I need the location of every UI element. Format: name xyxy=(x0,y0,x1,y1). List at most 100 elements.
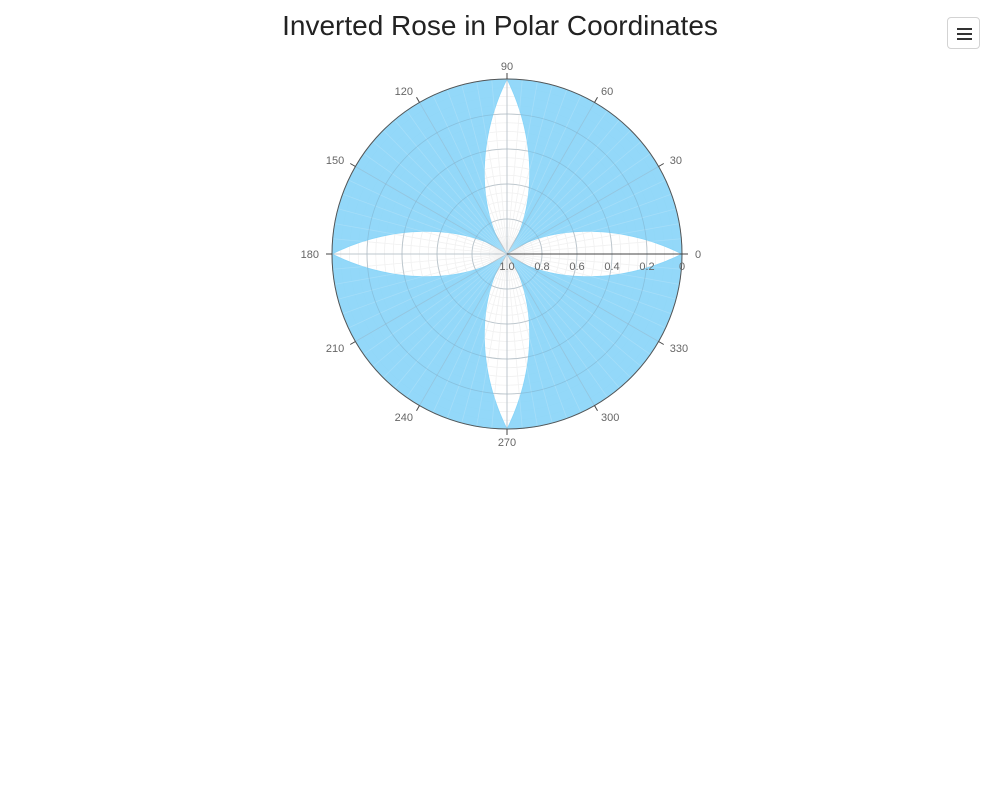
grid-spoke-overlay xyxy=(506,253,632,379)
grid-spoke-overlay xyxy=(506,253,682,270)
radial-tick-label: 0.6 xyxy=(569,261,584,273)
grid-spoke-overlay xyxy=(406,110,508,255)
grid-spoke-major-overlay xyxy=(355,166,508,255)
grid-spoke-overlay xyxy=(506,253,659,342)
grid-spoke-overlay xyxy=(355,166,508,255)
grid-spoke-overlay xyxy=(446,89,508,255)
grid-spoke-overlay xyxy=(506,253,666,329)
angular-tick-mark xyxy=(594,405,598,412)
grid-spoke-overlay xyxy=(337,253,508,300)
grid-spoke-overlay xyxy=(382,253,508,379)
grid-spoke-overlay xyxy=(332,238,508,255)
grid-spoke-overlay xyxy=(476,253,508,427)
grid-spoke-overlay xyxy=(382,129,508,255)
angular-tick-mark xyxy=(416,96,420,103)
grid-spoke-major-overlay xyxy=(419,102,508,255)
angular-tick-label: 0 xyxy=(695,249,701,261)
grid-spoke-overlay xyxy=(342,193,508,255)
grid-spoke-overlay xyxy=(394,253,508,389)
label-layer: 0 30 60 90 120 150 180 210 240 270 300 330 0 0.2 0.4 0.… xyxy=(301,61,701,449)
grid-spoke-overlay xyxy=(506,95,582,255)
grid-spoke-overlay xyxy=(506,253,538,427)
axis-layer xyxy=(326,73,688,435)
grid-spoke-overlay xyxy=(506,253,651,355)
grid-spoke-overlay xyxy=(506,253,642,367)
grid-spoke-overlay xyxy=(506,253,595,406)
chart-menu-button[interactable] xyxy=(947,17,980,49)
angular-tick-label: 30 xyxy=(670,155,682,167)
radial-tick-label: 0.4 xyxy=(604,261,619,273)
radial-tick-label: 0.2 xyxy=(639,261,654,273)
grid-spoke-overlay xyxy=(491,79,508,255)
grid-spoke-overlay xyxy=(363,253,508,355)
grid-spoke-overlay xyxy=(506,253,677,300)
grid-spoke-overlay xyxy=(506,253,553,424)
grid-spoke-overlay xyxy=(476,81,508,255)
grid-spoke-major-overlay xyxy=(506,253,659,342)
grid-spoke-overlay xyxy=(506,193,672,255)
grid-spoke-overlay xyxy=(506,129,632,255)
grid-spoke-overlay xyxy=(419,253,508,406)
grid-spoke-overlay xyxy=(506,81,538,255)
grid-spoke-overlay xyxy=(506,166,659,255)
angular-tick-mark xyxy=(658,163,665,167)
angular-tick-mark xyxy=(658,341,665,345)
grid-spoke-overlay xyxy=(506,141,642,255)
grid-spoke-overlay xyxy=(337,208,508,255)
grid-spoke-overlay xyxy=(506,238,682,255)
grid-spoke-overlay xyxy=(506,223,680,255)
grid-spoke-overlay xyxy=(461,84,508,255)
grid-spoke-overlay xyxy=(342,253,508,315)
grid-spoke-overlay xyxy=(372,141,508,255)
grid-spoke-major-overlay xyxy=(419,253,508,406)
grid-spoke-overlay xyxy=(334,253,508,285)
angular-tick-label: 60 xyxy=(601,86,613,98)
grid-spoke-overlay xyxy=(506,119,620,255)
angular-tick-mark xyxy=(416,405,420,412)
grid-spoke-overlay xyxy=(506,253,582,413)
grid-spoke-overlay xyxy=(506,208,677,255)
grid-spoke-overlay xyxy=(419,102,508,255)
grid-spoke-overlay xyxy=(506,102,595,255)
grid-spoke-overlay xyxy=(348,179,508,255)
angular-tick-mark xyxy=(349,341,356,345)
grid-spoke-overlay xyxy=(446,253,508,419)
grid-spoke-overlay xyxy=(506,253,680,285)
grid-spoke-overlay xyxy=(355,253,508,342)
grid-spoke-overlay xyxy=(506,253,672,315)
angular-tick-label: 180 xyxy=(301,249,319,261)
angular-tick-label: 210 xyxy=(326,343,344,355)
chart-title: Inverted Rose in Polar Coordinates xyxy=(282,10,718,41)
grid-spoke-overlay xyxy=(506,179,666,255)
radial-tick-label: 0.8 xyxy=(534,261,549,273)
grid-spoke-major-overlay xyxy=(506,253,595,406)
grid-spoke-overlay xyxy=(506,253,620,389)
grid-spoke-overlay xyxy=(506,79,523,255)
angular-tick-label: 330 xyxy=(670,343,688,355)
angular-tick-label: 270 xyxy=(498,437,516,449)
grid-spoke-overlay xyxy=(332,253,508,270)
grid-spoke-major-overlay xyxy=(355,253,508,342)
grid-spoke-overlay xyxy=(506,89,568,255)
angular-tick-label: 150 xyxy=(326,155,344,167)
grid-spoke-overlay xyxy=(394,119,508,255)
grid-spoke-overlay xyxy=(506,253,568,419)
grid-spoke-overlay xyxy=(506,253,523,429)
radial-tick-label: 1.0 xyxy=(499,261,514,273)
angular-tick-label: 240 xyxy=(395,412,413,424)
grid-spoke-overlay xyxy=(334,223,508,255)
angular-tick-mark xyxy=(349,163,356,167)
angular-tick-label: 120 xyxy=(395,86,413,98)
grid-spoke-overlay xyxy=(506,253,608,398)
angular-tick-label: 90 xyxy=(501,61,513,73)
grid-spoke-overlay xyxy=(491,253,508,429)
grid-spoke-overlay xyxy=(348,253,508,329)
angular-tick-mark xyxy=(594,96,598,103)
radial-tick-label: 0 xyxy=(679,261,685,273)
angular-tick-label: 300 xyxy=(601,412,619,424)
grid-spoke-overlay xyxy=(506,110,608,255)
grid-spoke-overlay xyxy=(506,153,651,255)
grid-spoke-overlay xyxy=(461,253,508,424)
grid-spoke-overlay xyxy=(432,253,508,413)
